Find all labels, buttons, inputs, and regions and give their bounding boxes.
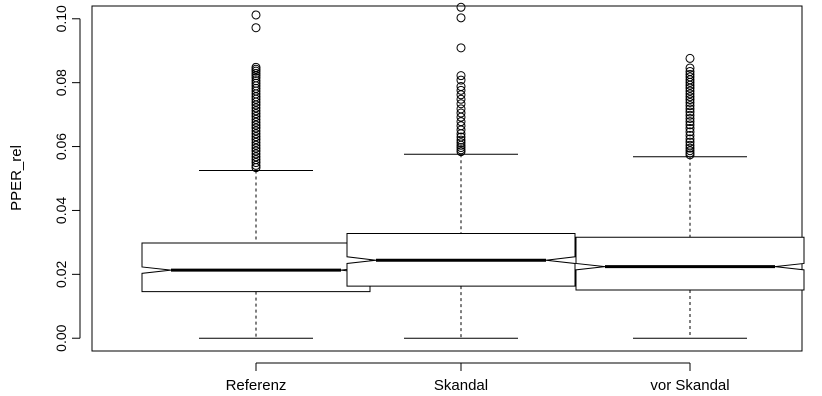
outlier-point [685,101,695,111]
outlier-point [251,137,261,147]
outlier-point [251,106,261,116]
outlier-point [685,134,695,144]
outlier-point [251,23,261,33]
outlier-point [251,123,261,133]
outlier-point [685,107,695,117]
x-tick-label: Skandal [434,377,488,394]
outlier-point [456,75,466,85]
outlier-point [685,130,695,140]
outlier-point [685,89,695,99]
outlier-point [685,97,695,107]
outlier-point [251,152,261,162]
x-axis: Referenz Skandal vor Skandal [226,362,730,394]
plot-frame [91,5,803,352]
outlier-point [685,146,695,156]
outlier-point [251,158,261,168]
outlier-point [456,147,466,157]
outlier-point [685,123,695,133]
outlier-point [251,10,261,20]
notched-box [575,236,805,291]
outlier-point [251,132,261,142]
x-tick-label: Referenz [226,377,287,394]
outlier-point [251,140,261,150]
outlier-point [685,83,695,93]
outlier-point [251,160,261,170]
outlier-point [456,125,466,135]
outlier-point [685,86,695,96]
outlier-point [685,143,695,153]
boxes-layer [141,2,805,339]
outlier-point [251,146,261,156]
outlier-point [251,135,261,145]
outlier-point [685,137,695,147]
outlier-point [685,113,695,123]
outlier-point [685,92,695,102]
outlier-point [456,71,466,81]
outlier-point [685,104,695,114]
outlier-point [685,80,695,90]
outlier-point [685,77,695,87]
outlier-point [251,120,261,130]
outlier-point [456,143,466,153]
outlier-point [456,85,466,95]
outlier-point [251,143,261,153]
outlier-point [251,97,261,107]
outlier-point [456,90,466,100]
y-tick-label: 0.04 [53,197,69,224]
outlier-point [251,109,261,119]
outlier-point [685,63,695,73]
outlier-point [456,135,466,145]
outlier-point [251,68,261,78]
x-tick-label: vor Skandal [650,377,729,394]
outlier-point [685,53,695,63]
y-axis-label: PPER_rel [8,145,25,211]
outlier-point [251,94,261,104]
outlier-point [685,120,695,130]
box-group-2 [346,2,576,339]
outlier-point [456,99,466,109]
outlier-point [685,127,695,137]
box-group-3 [575,53,805,339]
outlier-point [685,117,695,127]
outlier-point [456,140,466,150]
outlier-point [685,150,695,160]
outlier-point [456,43,466,53]
outlier-point [456,2,466,12]
y-tick-label: 0.00 [53,324,69,351]
notched-box [141,242,371,293]
y-tick-label: 0.06 [53,133,69,160]
outlier-point [251,100,261,110]
outlier-point [685,110,695,120]
outlier-point [456,138,466,148]
y-tick-label: 0.08 [53,69,69,96]
outlier-point [456,112,466,122]
outlier-point [685,95,695,105]
outlier-point [456,108,466,118]
y-axis: 0.00 0.02 0.04 0.06 0.08 0.10 [53,5,81,352]
outlier-point [251,163,261,173]
outlier-point [251,103,261,113]
outlier-point [456,13,466,23]
outlier-point [456,129,466,139]
box-group-1 [141,10,371,339]
outlier-point [251,66,261,76]
outlier-point [251,112,261,122]
outlier-point [456,94,466,104]
y-tick-label: 0.10 [53,5,69,32]
outlier-point [251,126,261,136]
y-tick-label: 0.02 [53,260,69,287]
outlier-point [251,149,261,159]
outlier-point [251,114,261,124]
outlier-point [251,129,261,139]
outlier-point [251,117,261,127]
